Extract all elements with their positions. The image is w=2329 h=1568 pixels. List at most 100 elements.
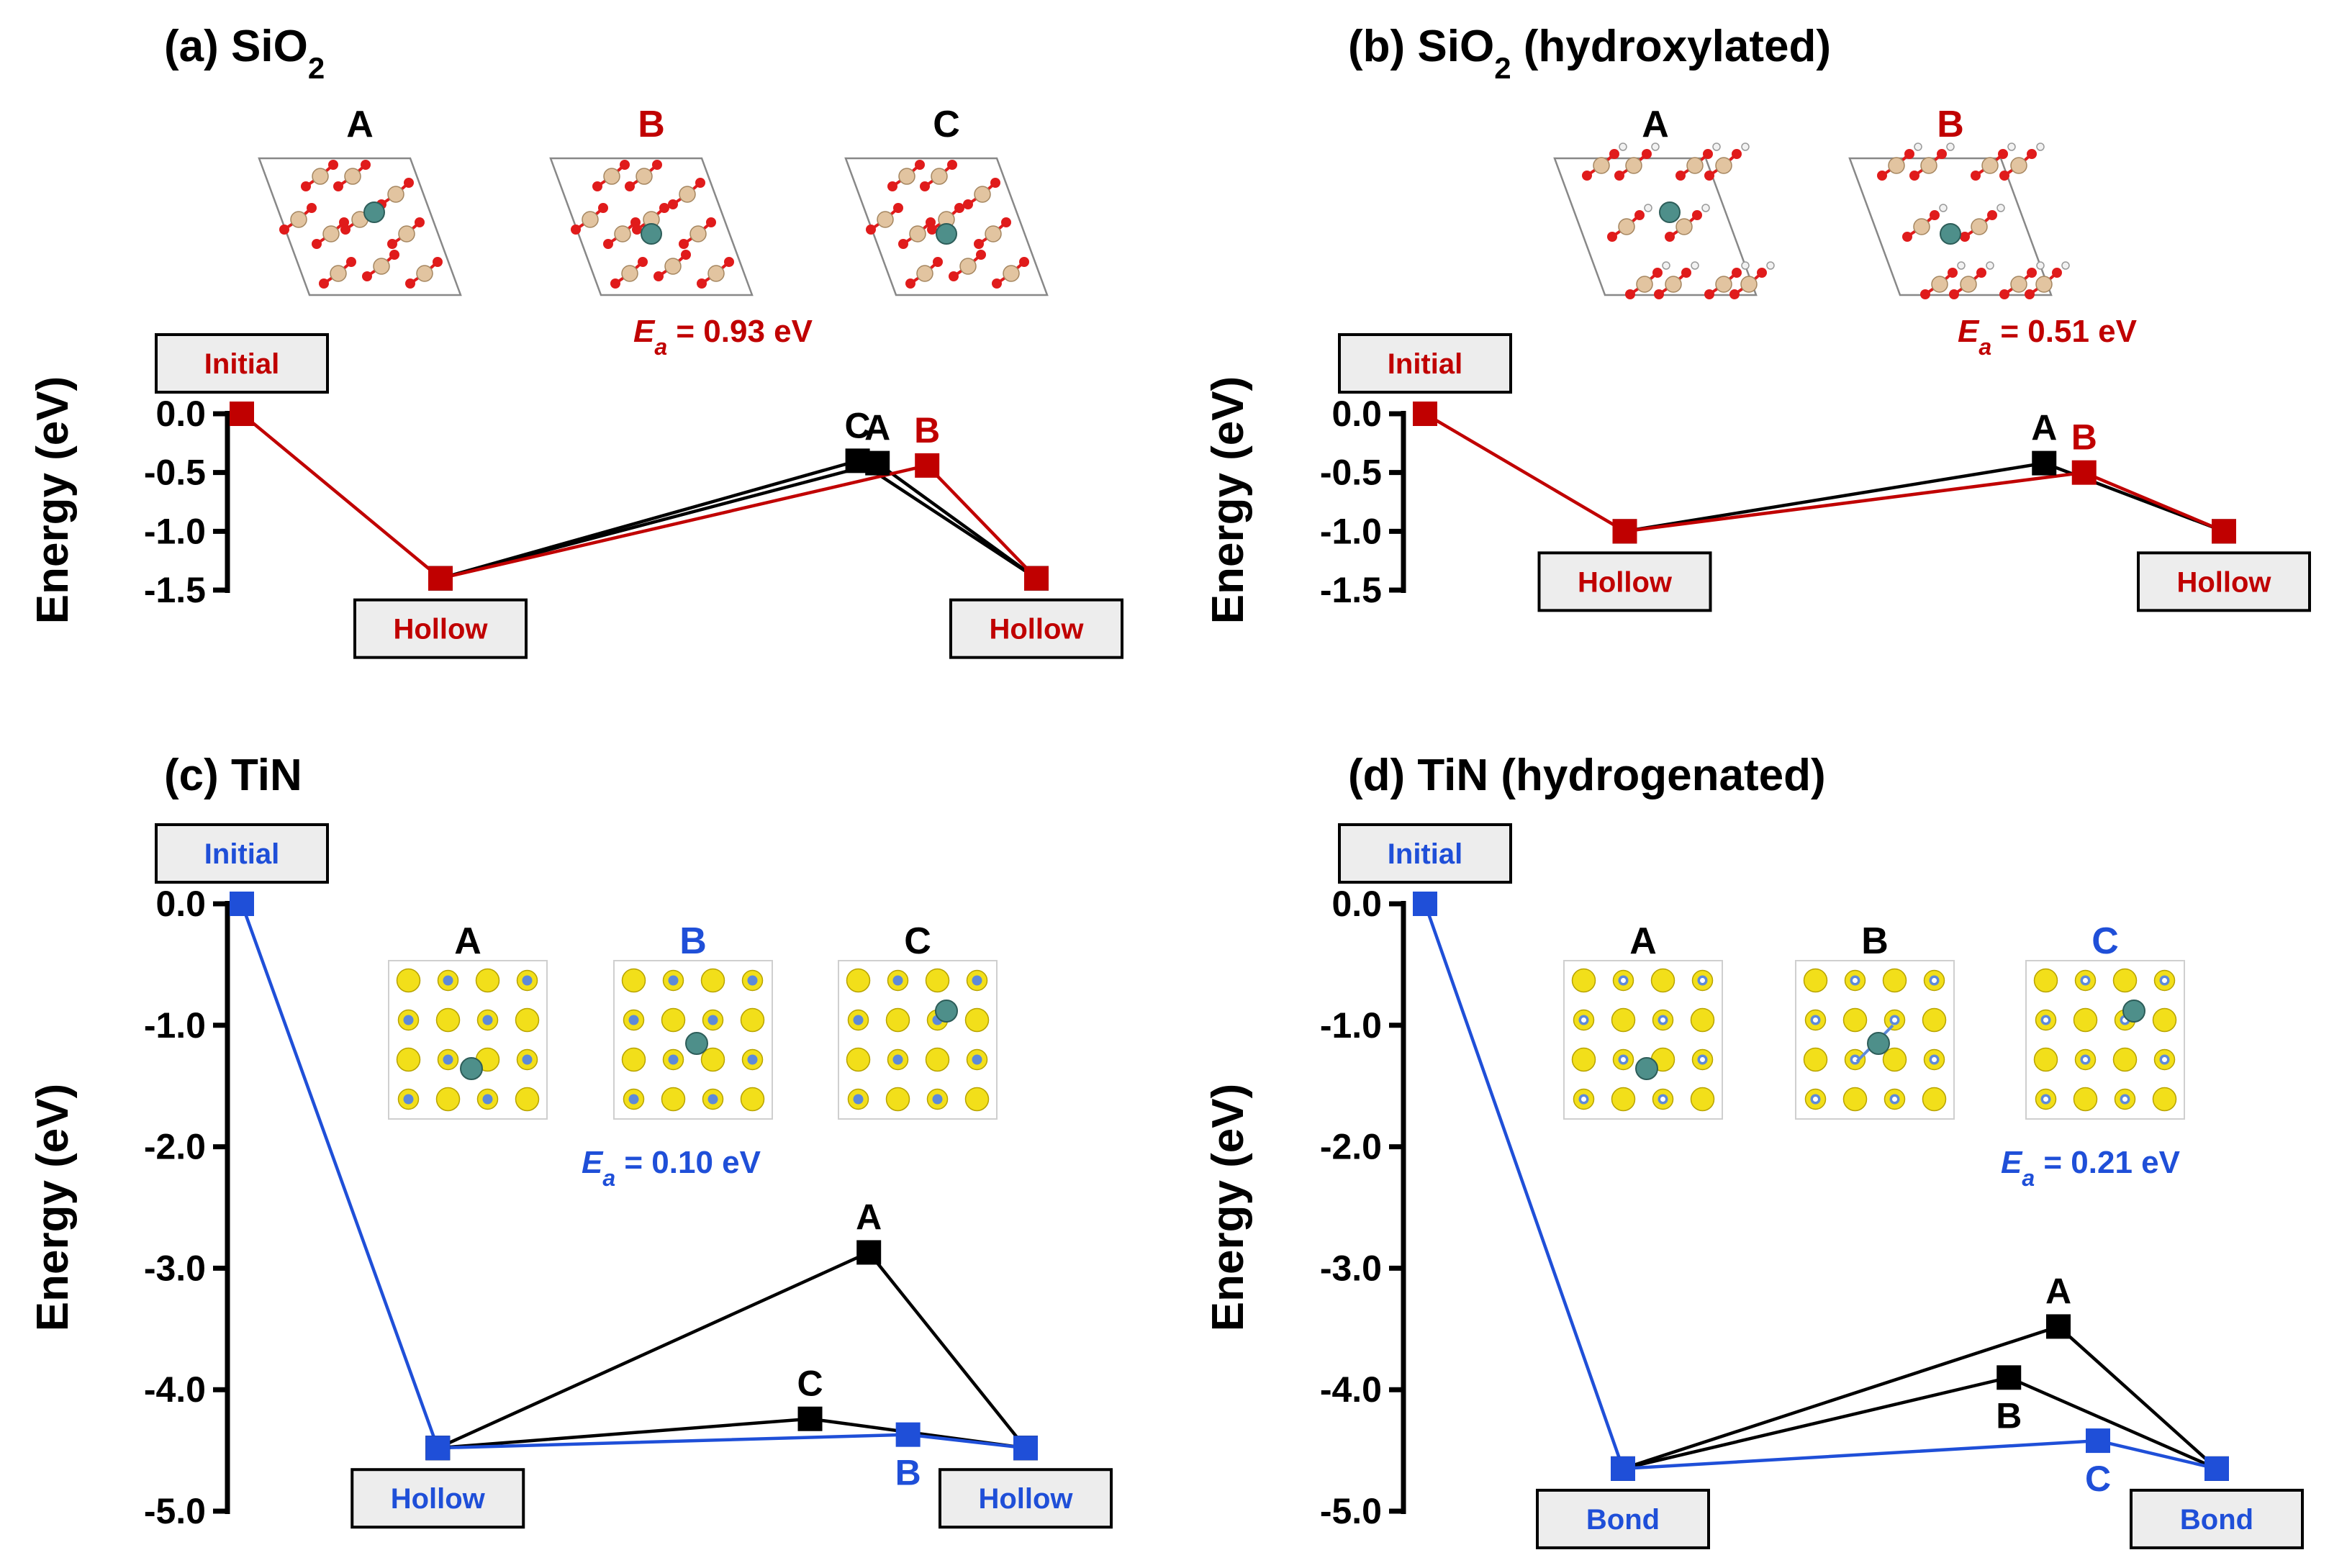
activation-energy-label: Ea = 0.51 eV: [1958, 314, 2138, 360]
oxygen-atom: [947, 160, 957, 170]
panel-title: (d) TiN (hydrogenated): [1348, 751, 1826, 800]
state-box: [1537, 551, 1712, 612]
data-point-C: [1413, 892, 1437, 916]
silicon-atom: [1715, 157, 1732, 174]
oxygen-atom: [404, 178, 414, 188]
data-point-B: [1013, 1436, 1038, 1461]
oxygen-atom: [415, 217, 425, 227]
y-tick-label: 0.0: [1331, 884, 1382, 924]
nitrogen-atom: [1922, 1087, 1947, 1112]
inset-label: B: [679, 920, 707, 962]
oxygen-atom: [724, 257, 734, 267]
nitrogen-atom: [2073, 1007, 2098, 1033]
oxygen-atom: [990, 178, 1000, 188]
point-label-A: A: [856, 1197, 882, 1237]
oxygen-atom: [2025, 289, 2035, 299]
hydrogen-atom: [2162, 1057, 2167, 1062]
titanium-atom: [522, 1054, 533, 1065]
silicon-atom: [689, 225, 707, 243]
nitrogen-atom: [740, 1007, 765, 1033]
state-label: Bond: [1586, 1504, 1660, 1536]
silicon-atom: [1913, 218, 1930, 235]
nitrogen-atom: [2033, 1047, 2058, 1072]
hydrogen-atom: [1741, 142, 1750, 151]
structure-inset: [613, 960, 773, 1120]
state-label: Hollow: [2176, 566, 2271, 598]
hydrogen-atom: [2036, 261, 2045, 270]
oxygen-atom: [625, 181, 635, 191]
hydrogen-atom: [1621, 1057, 1626, 1062]
hydrogen-atom: [1932, 1057, 1937, 1062]
silicon-atom: [2010, 276, 2027, 293]
state-box: [2137, 551, 2311, 612]
titanium-atom: [443, 975, 453, 986]
titanium-atom: [668, 1054, 679, 1065]
oxygen-atom: [620, 160, 630, 170]
silicon-atom: [312, 168, 329, 185]
oxygen-atom: [312, 239, 322, 249]
oxygen-atom: [1652, 268, 1663, 278]
silicon-atom: [1593, 157, 1610, 174]
silicon-atom: [603, 168, 620, 185]
y-tick-label: 0.0: [155, 394, 206, 434]
oxygen-atom: [933, 257, 943, 267]
y-tick-label: -4.0: [144, 1369, 206, 1410]
oxygen-atom: [963, 199, 973, 209]
hydrogen-atom: [1914, 142, 1922, 151]
oxygen-atom: [697, 278, 707, 289]
oxygen-atom: [1681, 268, 1691, 278]
silicon-atom: [1686, 157, 1704, 174]
silicon-atom: [1960, 276, 1977, 293]
oxygen-atom: [340, 225, 351, 235]
data-point-B: [2212, 519, 2236, 544]
oxygen-atom: [954, 203, 964, 213]
y-tick-label: 0.0: [1331, 394, 1382, 434]
hydrogen-atom: [2036, 142, 2045, 151]
silicon-atom: [1931, 276, 1948, 293]
hydrogen-atom: [1619, 142, 1627, 151]
oxygen-atom: [887, 181, 897, 191]
oxygen-atom: [1920, 289, 1930, 299]
oxygen-atom: [695, 178, 705, 188]
silicon-atom: [931, 168, 948, 185]
nitrogen-atom: [964, 1087, 990, 1112]
oxygen-atom: [598, 203, 608, 213]
point-label-A: A: [2031, 408, 2057, 448]
silicon-atom: [621, 265, 638, 282]
silicon-atom: [1981, 157, 1999, 174]
state-box: [351, 1468, 525, 1529]
panel-title: (c) TiN: [164, 751, 302, 800]
hydrogen-atom: [1813, 1097, 1818, 1102]
silicon-atom: [636, 168, 653, 185]
hydrogen-atom: [1651, 142, 1660, 151]
silicon-atom: [1625, 157, 1642, 174]
data-point-B: [1024, 566, 1049, 591]
nitrogen-atom: [1611, 1007, 1636, 1033]
series-line-B: [240, 412, 1038, 581]
nitrogen-atom: [396, 1047, 421, 1072]
inset-label: C: [933, 104, 960, 145]
oxygen-atom: [1704, 289, 1714, 299]
oxygen-atom: [1634, 210, 1645, 220]
oxygen-atom: [1930, 210, 1940, 220]
y-tick-label: -3.0: [144, 1248, 206, 1288]
unit-cell-outline: [844, 157, 1049, 296]
oxygen-atom: [433, 257, 443, 267]
titanium-atom: [853, 1015, 864, 1025]
titanium-atom: [628, 1015, 639, 1025]
oxygen-atom: [610, 278, 620, 289]
adatom: [936, 223, 957, 245]
adatom: [641, 223, 662, 245]
hydrogen-atom: [1660, 1018, 1665, 1023]
series-line-C: [438, 1417, 1026, 1450]
inset-label: B: [1861, 920, 1889, 962]
nitrogen-atom: [2112, 968, 2138, 993]
state-label: Hollow: [978, 1483, 1073, 1515]
oxygen-atom: [301, 181, 311, 191]
oxygen-atom: [333, 181, 343, 191]
silicon-atom: [398, 225, 415, 243]
oxygen-atom: [1949, 289, 1959, 299]
nitrogen-atom: [2112, 1047, 2138, 1072]
unit-cell-outline: [1848, 157, 2053, 296]
data-point-B: [230, 402, 254, 426]
